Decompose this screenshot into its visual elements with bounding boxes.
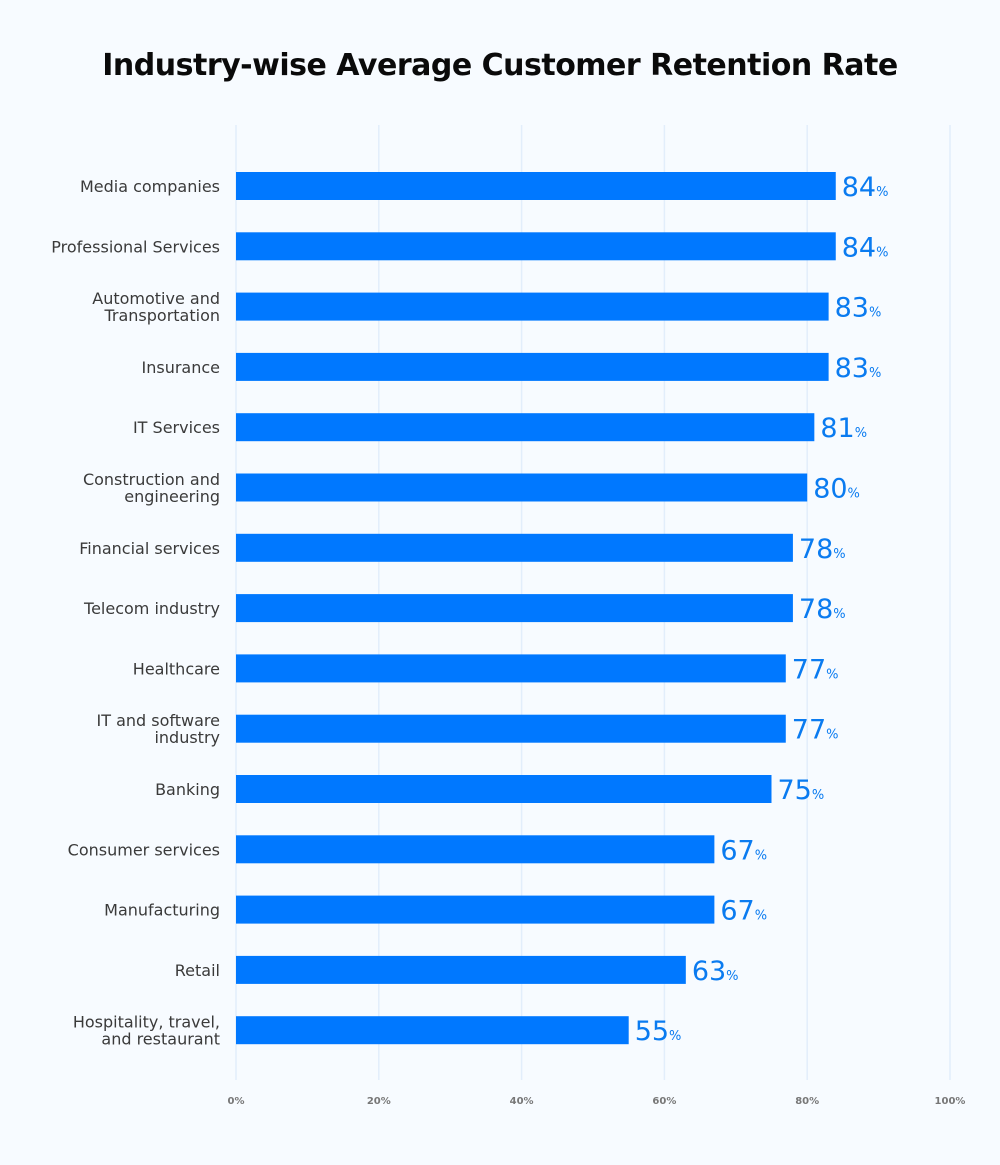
category-label: Consumer services	[68, 840, 220, 859]
x-tick-label: 100%	[935, 1096, 966, 1107]
data-label: 67%	[720, 896, 767, 927]
category-label: Automotive and Transportation	[92, 289, 220, 325]
category-label: Retail	[175, 961, 220, 980]
bar	[236, 172, 836, 200]
data-label: 67%	[720, 835, 767, 866]
category-label: Banking	[155, 780, 220, 799]
data-label: 77%	[792, 715, 839, 746]
x-tick-label: 80%	[795, 1096, 819, 1107]
data-label: 81%	[820, 413, 867, 444]
category-label: Hospitality, travel, and restaurant	[73, 1013, 220, 1049]
bar	[236, 352, 829, 381]
x-tick-label: 60%	[652, 1096, 676, 1107]
x-tick-label: 0%	[228, 1096, 245, 1107]
data-label: 63%	[692, 956, 739, 987]
category-label: Professional Services	[51, 237, 220, 256]
category-label: Healthcare	[133, 659, 220, 678]
data-label: 80%	[813, 474, 860, 505]
bar	[236, 413, 815, 442]
bar	[236, 835, 715, 864]
bar	[236, 232, 836, 261]
x-tick-label: 40%	[510, 1096, 534, 1107]
bar	[236, 714, 786, 743]
data-label: 75%	[778, 775, 825, 806]
data-label: 83%	[835, 353, 882, 384]
bar	[236, 1016, 629, 1045]
category-label: Construction and engineering	[83, 470, 220, 506]
bar	[236, 895, 715, 924]
x-tick-label: 20%	[367, 1096, 391, 1107]
chart-title: Industry-wise Average Customer Retention…	[102, 48, 898, 83]
data-label: 83%	[835, 293, 882, 324]
category-label: Media companies	[80, 177, 220, 196]
category-label: IT Services	[133, 418, 220, 437]
bar	[236, 292, 829, 321]
category-label: Telecom industry	[83, 599, 220, 618]
category-label: Manufacturing	[104, 901, 220, 920]
category-label: IT and software industry	[97, 711, 220, 747]
bar	[236, 654, 786, 683]
data-label: 78%	[799, 594, 846, 625]
bar	[236, 473, 808, 502]
bar	[236, 775, 772, 803]
category-label: Financial services	[79, 539, 220, 558]
category-label: Insurance	[142, 358, 221, 377]
bar	[236, 955, 686, 984]
bar	[236, 594, 793, 623]
data-label: 84%	[842, 232, 889, 263]
data-label: 78%	[799, 534, 846, 565]
data-label: 84%	[842, 172, 889, 203]
bar	[236, 533, 793, 562]
data-label: 77%	[792, 654, 839, 685]
data-label: 55%	[635, 1016, 682, 1047]
